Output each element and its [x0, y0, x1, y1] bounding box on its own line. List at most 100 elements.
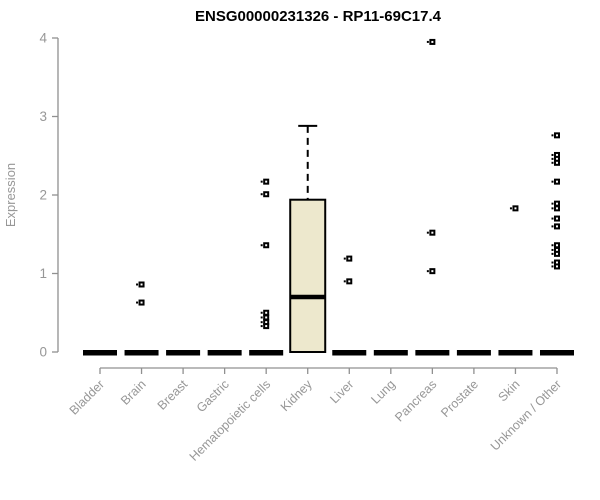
outlier-point-nub — [509, 207, 512, 210]
outlier-point-nub — [551, 207, 554, 210]
outlier-point-center — [265, 311, 268, 314]
outlier-point — [426, 38, 436, 45]
y-axis-tick-label: 3 — [39, 109, 47, 124]
outlier-point — [551, 151, 560, 158]
outlier-point-center — [555, 265, 558, 268]
x-axis-label-hematopoietic-cells: Hematopoietic cells — [187, 377, 274, 464]
outlier-point-nub — [551, 261, 554, 264]
outlier-point — [260, 178, 270, 185]
x-axis-label-prostate: Prostate — [438, 377, 481, 420]
x-axis-label-lung: Lung — [368, 377, 398, 407]
outlier-point-nub — [260, 311, 263, 314]
outlier-point — [551, 205, 560, 212]
outlier-point-nub — [551, 157, 554, 160]
outlier-point-center — [265, 316, 268, 319]
outlier-point-nub — [260, 193, 263, 196]
outlier-point-center — [265, 193, 268, 196]
outlier-point — [551, 155, 560, 162]
outlier-point — [551, 250, 560, 257]
outlier-point-center — [555, 202, 558, 205]
boxplot-skin — [498, 350, 533, 356]
outlier-point-nub — [551, 217, 554, 220]
outlier-point-nub — [426, 40, 429, 43]
outlier-point — [551, 246, 560, 253]
outlier-point-center — [265, 325, 268, 328]
boxplot-prostate — [456, 350, 491, 356]
outlier-point-nub — [551, 225, 554, 228]
x-axis-label-unknown-other: Unknown / Other — [488, 377, 564, 453]
outlier-point-center — [265, 180, 268, 183]
outlier-point — [551, 215, 560, 222]
outlier-point — [260, 314, 270, 321]
outlier-point-nub — [426, 231, 429, 234]
outliers-brain — [136, 281, 145, 306]
outlier-point-nub — [260, 244, 263, 247]
outlier-point-nub — [551, 244, 554, 247]
outlier-point-center — [555, 248, 558, 251]
outlier-point — [426, 268, 436, 275]
boxplot-liver — [332, 350, 367, 356]
outlier-point — [260, 323, 270, 330]
x-axis-label-bladder: Bladder — [67, 377, 107, 417]
outlier-point — [260, 242, 270, 249]
y-axis-tick-label: 0 — [39, 345, 47, 360]
outlier-point — [551, 242, 560, 249]
outlier-point-nub — [551, 252, 554, 255]
outlier-point-center — [555, 217, 558, 220]
x-axis-label-gastric: Gastric — [194, 377, 232, 415]
box-collapsed — [207, 350, 242, 356]
outliers-pancreas — [426, 38, 436, 275]
y-axis-tick-label: 4 — [39, 31, 47, 46]
outliers-liver — [343, 255, 353, 285]
outlier-point — [551, 263, 560, 270]
outlier-point — [260, 309, 270, 316]
outlier-point-center — [265, 244, 268, 247]
outlier-point-nub — [136, 283, 139, 286]
boxplot-kidney — [289, 124, 327, 353]
outlier-point-center — [348, 280, 351, 283]
x-axis-label-liver: Liver — [327, 377, 356, 406]
outlier-point-nub — [551, 180, 554, 183]
boxplot-unknown-other — [539, 350, 574, 356]
outlier-point-center — [555, 161, 558, 164]
x-axis-label-kidney: Kidney — [278, 377, 315, 414]
boxplot-brain — [124, 350, 159, 356]
box-collapsed — [83, 350, 117, 356]
outlier-point-center — [431, 40, 434, 43]
outliers-skin — [509, 205, 519, 212]
outlier-point-nub — [551, 248, 554, 251]
outlier-point-nub — [260, 180, 263, 183]
outlier-point-center — [555, 207, 558, 210]
outlier-point-nub — [343, 280, 346, 283]
y-axis-tick-label: 2 — [39, 188, 47, 203]
outlier-point-center — [555, 180, 558, 183]
outlier-point-center — [140, 301, 143, 304]
outlier-point — [551, 159, 560, 166]
outlier-point-center — [265, 321, 268, 324]
outlier-point — [551, 223, 560, 230]
chart-title: ENSG00000231326 - RP11-69C17.4 — [195, 8, 442, 25]
outlier-point — [136, 281, 145, 288]
box-collapsed — [539, 350, 574, 356]
outliers-hematopoietic-cells — [260, 178, 270, 330]
box-collapsed — [373, 350, 408, 356]
outlier-point-nub — [260, 316, 263, 319]
x-axis-label-skin: Skin — [495, 377, 522, 404]
outlier-point-center — [555, 153, 558, 156]
outlier-point-nub — [260, 321, 263, 324]
boxplot-bladder — [83, 350, 117, 356]
x-axis-label-brain: Brain — [118, 377, 149, 408]
outlier-point-center — [555, 244, 558, 247]
outlier-point — [509, 205, 519, 212]
box-collapsed — [456, 350, 491, 356]
outlier-point-center — [555, 225, 558, 228]
box-collapsed — [332, 350, 367, 356]
boxplot-gastric — [207, 350, 242, 356]
outlier-point-center — [555, 157, 558, 160]
outlier-point-nub — [551, 153, 554, 156]
outlier-point — [551, 200, 560, 207]
outlier-point — [260, 191, 270, 198]
